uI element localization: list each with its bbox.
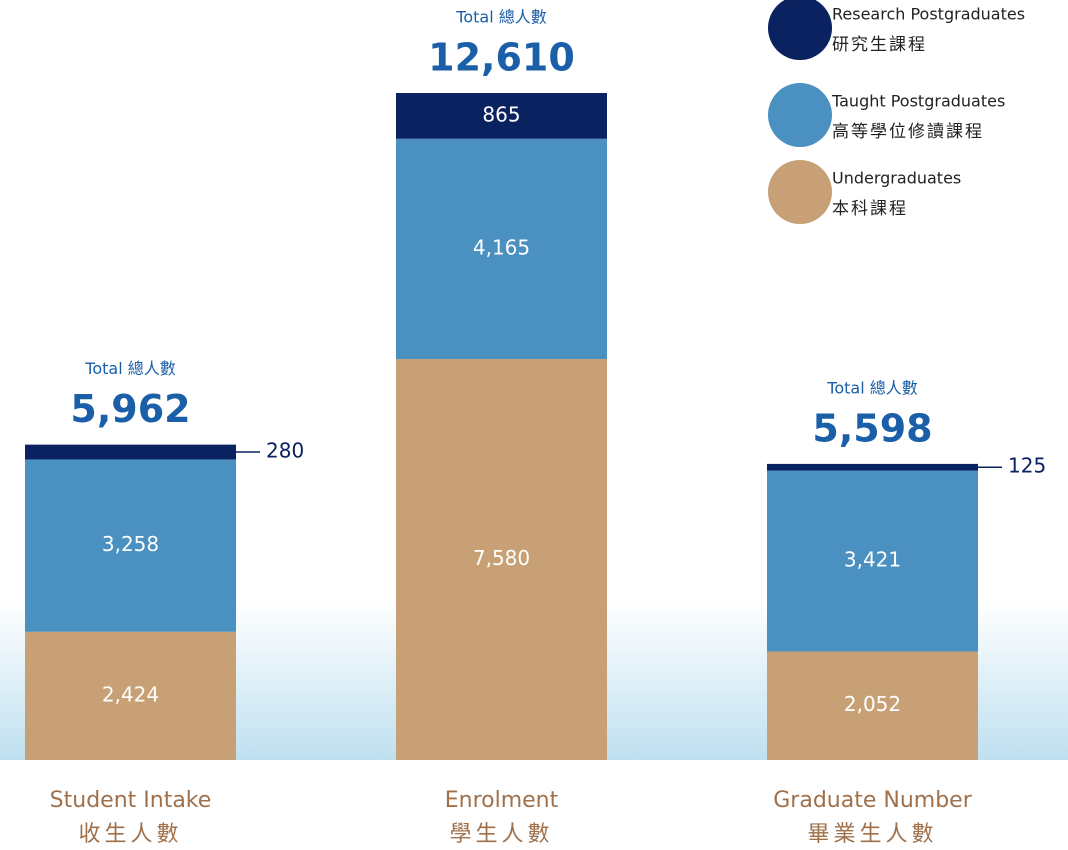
category-label: Enrolment: [445, 788, 559, 813]
value-label: 125: [1008, 454, 1046, 478]
bar-segment: [396, 138, 607, 360]
value-label: 3,421: [844, 547, 901, 571]
category-label-secondary: 學生人數: [449, 822, 553, 847]
legend-label-secondary: 本科課程: [832, 199, 908, 219]
category-label: Graduate Number: [773, 788, 972, 813]
legend-swatch: [768, 0, 832, 60]
bar-segment: [25, 631, 236, 760]
bar-segment: [396, 93, 607, 139]
value-label: 7,580: [473, 546, 530, 570]
legend-label: Taught Postgraduates: [831, 92, 1005, 111]
legend-label: Undergraduates: [832, 169, 961, 188]
total-caption: Total 總人數: [84, 359, 175, 378]
value-label: 4,165: [473, 235, 530, 259]
legend-label-secondary: 高等學位修讀課程: [832, 122, 984, 142]
total-caption: Total 總人數: [455, 8, 546, 27]
total-value: 5,598: [812, 406, 932, 450]
legend-swatch: [768, 83, 832, 147]
category-label: Student Intake: [50, 788, 212, 813]
value-label: 2,424: [102, 682, 159, 706]
value-label: 280: [266, 439, 304, 463]
total-value: 5,962: [70, 387, 190, 431]
bar-segment: [25, 459, 236, 632]
value-label: 865: [482, 102, 520, 126]
bar-segment: [25, 444, 236, 460]
bar-segment: [767, 651, 978, 760]
legend-swatch: [768, 160, 832, 224]
category-label-secondary: 收生人數: [78, 822, 182, 847]
total-value: 12,610: [428, 36, 575, 80]
bar-segment: [767, 470, 978, 652]
total-caption: Total 總人數: [826, 378, 917, 397]
value-label: 3,258: [102, 532, 159, 556]
legend-label-secondary: 研究生課程: [832, 35, 927, 55]
value-label: 2,052: [844, 692, 901, 716]
bar-segment: [767, 463, 978, 471]
bar-segment: [396, 359, 607, 760]
legend-label: Research Postgraduates: [832, 5, 1025, 24]
category-label-secondary: 畢業生人數: [807, 822, 937, 847]
